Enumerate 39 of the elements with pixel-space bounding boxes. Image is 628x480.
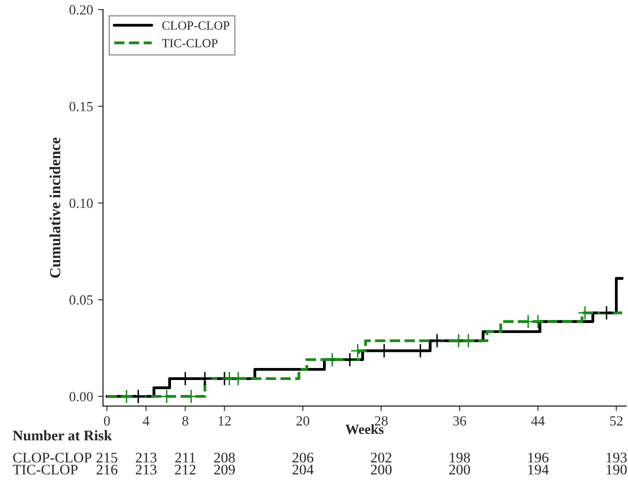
x-tick-label: 0: [104, 416, 110, 426]
text: 196: [528, 452, 548, 463]
y-axis-title: Cumulative incidence: [50, 138, 60, 278]
text: 200: [370, 464, 392, 475]
y-tick-label: 0.05: [69, 295, 93, 305]
text: 193: [606, 452, 627, 463]
x-axis-title: Weeks: [345, 424, 384, 434]
text: 206: [292, 452, 314, 463]
text: 202: [370, 452, 392, 463]
text: 198: [450, 452, 470, 463]
x-tick-label: 52: [610, 416, 622, 426]
legend-label: CLOP-CLOP: [162, 21, 230, 30]
x-tick-label: 20: [296, 416, 310, 426]
text: TIC-CLOP: [12, 464, 78, 475]
y-tick-label: 0.20: [69, 5, 93, 15]
text: 211: [175, 452, 196, 462]
x-tick-label: 8: [182, 416, 188, 426]
text: 213: [136, 464, 156, 475]
text: 212: [174, 464, 196, 474]
y-tick-label: 0.10: [69, 198, 93, 208]
x-tick-label: 44: [531, 416, 545, 426]
text: 216: [96, 464, 118, 475]
y-tick-label: 0.00: [69, 392, 93, 402]
text: 194: [528, 464, 549, 475]
text: 209: [214, 464, 235, 475]
text: CLOP-CLOP: [13, 452, 92, 463]
text: 208: [214, 452, 235, 463]
text: 215: [96, 452, 118, 463]
y-tick-label: 0.15: [69, 102, 93, 112]
text: Number at Risk: [12, 430, 112, 440]
x-tick-label: 36: [453, 416, 466, 426]
x-tick-label: 12: [218, 416, 231, 426]
legend-label: TIC-CLOP: [162, 38, 218, 48]
text: 190: [606, 464, 627, 475]
text: 200: [449, 464, 470, 475]
x-tick-label: 4: [142, 416, 150, 426]
text: 213: [136, 452, 156, 463]
text: 204: [292, 464, 314, 475]
x-tick-label: 28: [374, 416, 388, 426]
